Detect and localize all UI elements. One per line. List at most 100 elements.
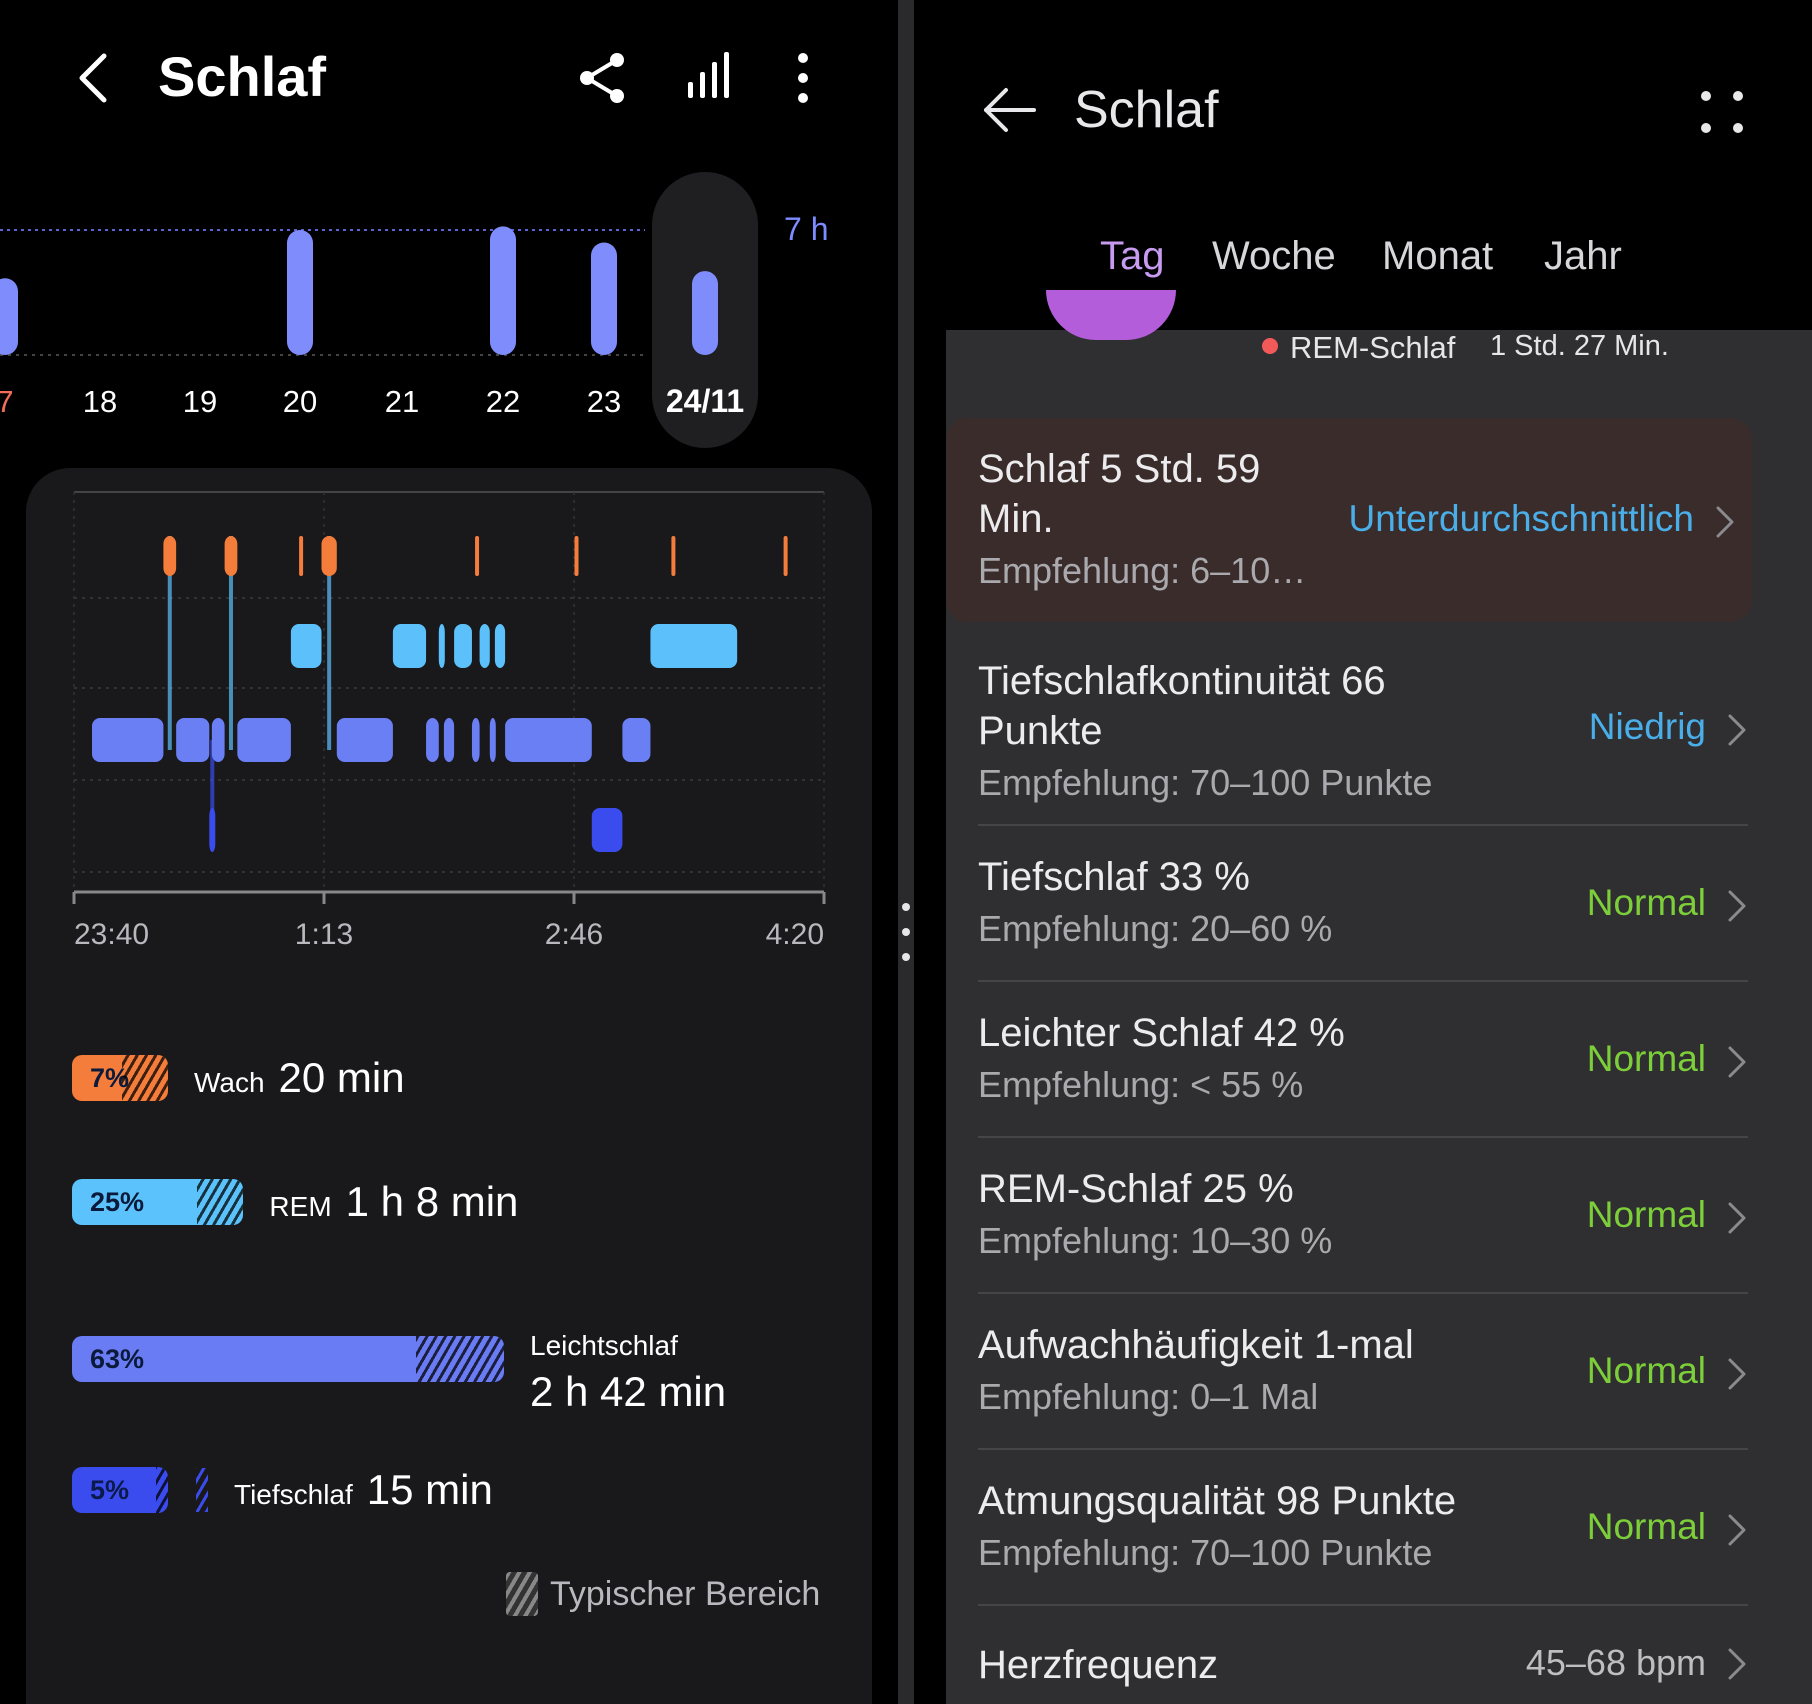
chevron-right-icon — [1728, 1514, 1746, 1546]
stage-transition-line — [228, 536, 233, 750]
week-day-label[interactable]: 18 — [83, 384, 117, 419]
metric-title: Tiefschlaf 33 % — [978, 855, 1250, 899]
stage-block-light[interactable] — [211, 718, 225, 762]
week-chart-svg: 7 h 7 18 19 20 21 22 23 24/11 — [0, 172, 828, 448]
chevron-right-icon — [1728, 1046, 1746, 1078]
week-day-label[interactable]: 22 — [486, 384, 520, 419]
metric-row[interactable]: Leichter Schlaf 42 % Empfehlung: < 55 % No… — [962, 982, 1764, 1138]
row-separator — [978, 1448, 1748, 1450]
legend-row[interactable]: 63% Leichtschlaf 2 h 42 min — [72, 1302, 726, 1416]
stage-block-rem[interactable] — [438, 624, 445, 668]
typical-range-hatch — [416, 1336, 504, 1382]
row-separator — [978, 824, 1748, 826]
more-vertical-icon[interactable] — [778, 48, 828, 108]
back-arrow-icon[interactable] — [70, 48, 120, 108]
metric-recommendation: Empfehlung: < 55 % — [978, 1064, 1304, 1105]
stage-block-light[interactable] — [336, 718, 393, 762]
stage-block-rem[interactable] — [650, 624, 738, 668]
share-icon[interactable] — [575, 50, 631, 106]
typical-range-hatch — [196, 1468, 208, 1512]
tab-jahr[interactable]: Jahr — [1544, 234, 1622, 278]
metric-title: Tiefschlafkontinuität 66 — [978, 659, 1386, 703]
stage-block-light[interactable] — [176, 718, 210, 762]
stage-block-light[interactable] — [622, 718, 651, 762]
metric-row[interactable]: Tiefschlafkontinuität 66 Punkte Empfehlung… — [962, 630, 1764, 826]
left-app-pane: Schlaf 7 h 7 18 19 20 21 22 23 24/11 — [0, 0, 898, 1704]
bar-chart-icon[interactable] — [680, 48, 736, 104]
legend-row[interactable]: 25% REM 1 h 8 min — [72, 1178, 518, 1226]
week-bar[interactable] — [490, 226, 516, 355]
week-bar[interactable] — [591, 242, 617, 356]
stage-block-awake[interactable] — [321, 536, 337, 576]
stage-block-light[interactable] — [505, 718, 592, 762]
stage-block-awake[interactable] — [224, 536, 238, 576]
page-title: Schlaf — [158, 45, 327, 108]
tab-monat[interactable]: Monat — [1382, 234, 1494, 278]
divider-handle-dot — [902, 953, 910, 961]
stage-block-rem[interactable] — [290, 624, 322, 668]
tab-tag[interactable]: Tag — [1100, 234, 1165, 278]
legend-stage-duration: 20 min — [278, 1054, 405, 1101]
stage-block-light[interactable] — [237, 718, 291, 762]
stage-block-deep[interactable] — [209, 808, 216, 852]
week-bar[interactable] — [0, 278, 18, 355]
metrics-list: REM-Schlaf 1 Std. 27 Min. Schlaf 5 Std. … — [946, 290, 1812, 1704]
chevron-right-icon — [1728, 1648, 1746, 1680]
stage-block-rem[interactable] — [494, 624, 506, 668]
legend-row[interactable]: 5% Tiefschlaf 15 min — [72, 1466, 493, 1514]
metric-row[interactable]: Atmungsqualität 98 Punkte Empfehlung: 70–… — [962, 1450, 1764, 1606]
metric-row[interactable]: Tiefschlaf 33 % Empfehlung: 20–60 % Normal — [962, 826, 1764, 982]
metric-title: Leichter Schlaf 42 % — [978, 1011, 1345, 1055]
stage-block-light[interactable] — [443, 718, 455, 762]
legend-stage-label: REM — [269, 1191, 332, 1222]
typical-range-label: Typischer Bereich — [550, 1574, 821, 1613]
stage-block-light[interactable] — [426, 718, 439, 762]
metric-status: Normal — [1586, 1194, 1706, 1235]
legend-percent: 63% — [90, 1344, 145, 1374]
week-day-label[interactable]: 7 — [0, 384, 14, 419]
stage-block-rem[interactable] — [454, 624, 472, 668]
week-bar[interactable] — [692, 271, 718, 355]
metric-row[interactable]: Herzfrequenz 45–68 bpm — [962, 1606, 1764, 1704]
week-day-label[interactable]: 20 — [283, 384, 317, 419]
stage-block-rem[interactable] — [479, 624, 490, 668]
metric-title: Schlaf 5 Std. 59 — [978, 447, 1261, 491]
divider-handle-dot — [902, 903, 910, 911]
week-day-label[interactable]: 21 — [385, 384, 419, 419]
metric-row[interactable]: Schlaf 5 Std. 59 Min. Empfehlung: 6–10… Unt… — [946, 418, 1752, 622]
split-screen-divider[interactable] — [898, 0, 914, 1704]
more-dots-icon[interactable] — [1692, 82, 1752, 142]
stage-block-light[interactable] — [471, 718, 480, 762]
legend-row[interactable]: 7% Wach 20 min — [72, 1054, 405, 1102]
typical-range-hatch — [197, 1179, 244, 1225]
legend-bar: 5% — [72, 1467, 168, 1513]
typical-range-hatch — [122, 1055, 168, 1101]
legend-stage-label: Wach — [194, 1067, 265, 1098]
week-day-label[interactable]: 19 — [183, 384, 217, 419]
week-bar[interactable] — [287, 230, 313, 355]
stage-block-light[interactable] — [489, 718, 496, 762]
stage-transition-line — [167, 536, 172, 750]
stage-block-awake[interactable] — [163, 536, 177, 576]
goal-label: 7 h — [784, 211, 828, 247]
back-arrow-icon[interactable] — [980, 80, 1040, 140]
awake-tick — [475, 536, 480, 576]
metric-title-cont: Min. — [978, 497, 1054, 541]
metric-row[interactable]: Aufwachhäufigkeit 1-mal Empfehlung: 0–1 M… — [962, 1294, 1764, 1450]
stage-block-light[interactable] — [92, 718, 164, 762]
stage-block-rem[interactable] — [392, 624, 427, 668]
metric-row[interactable]: REM-Schlaf 25 % Empfehlung: 10–30 % Normal — [962, 1138, 1764, 1294]
week-day-label[interactable]: 23 — [587, 384, 621, 419]
metric-recommendation: Empfehlung: 6–10… — [978, 550, 1307, 591]
metric-status: Unterdurchschnittlich — [1348, 498, 1694, 539]
left-header: Schlaf — [0, 0, 898, 160]
metric-title: Aufwachhäufigkeit 1-mal — [978, 1323, 1414, 1367]
stage-block-deep[interactable] — [591, 808, 623, 852]
page-title: Schlaf — [1074, 81, 1219, 139]
metric-recommendation: Empfehlung: 20–60 % — [978, 908, 1333, 949]
awake-tick — [671, 536, 676, 576]
week-day-label[interactable]: 24/11 — [666, 383, 744, 419]
tab-woche[interactable]: Woche — [1212, 234, 1336, 278]
chevron-right-icon — [1728, 1202, 1746, 1234]
